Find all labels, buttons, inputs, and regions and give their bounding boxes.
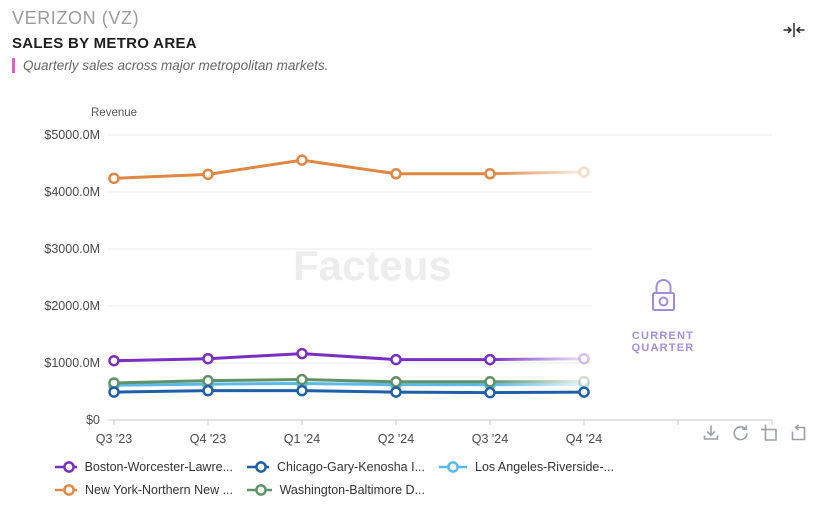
data-point bbox=[296, 347, 308, 360]
series-1 bbox=[108, 384, 590, 399]
legend-marker-icon bbox=[247, 484, 272, 496]
add-box-icon[interactable] bbox=[758, 423, 779, 446]
data-point bbox=[108, 377, 120, 389]
data-point bbox=[108, 172, 120, 185]
data-point bbox=[202, 374, 214, 387]
legend-label: New York-Northern New ... bbox=[85, 483, 233, 497]
undo-box-icon[interactable] bbox=[787, 423, 808, 446]
data-point bbox=[484, 386, 496, 399]
legend-item-2[interactable]: Los Angeles-Riverside-... bbox=[439, 458, 617, 476]
y-tick-label: $4000.0M bbox=[44, 185, 100, 199]
legend-marker-icon bbox=[55, 461, 77, 473]
y-tick-label: $2000.0M bbox=[44, 299, 100, 313]
revenue-line-chart[interactable]: $5000.0M $4000.0M $3000.0M $2000.0M $1000.0M… bbox=[0, 100, 824, 452]
data-point bbox=[484, 168, 496, 180]
series-0 bbox=[108, 347, 590, 367]
data-point bbox=[108, 386, 120, 398]
data-point bbox=[390, 376, 402, 388]
current-quarter-overlay: CURRENT QUARTER bbox=[608, 274, 718, 354]
series-4 bbox=[108, 373, 590, 389]
data-point bbox=[578, 166, 590, 178]
legend-label: Boston-Worcester-Lawre... bbox=[84, 460, 233, 474]
legend-marker-icon bbox=[247, 461, 269, 473]
subtitle-row: Quarterly sales across major metropolita… bbox=[12, 58, 328, 73]
page-subtitle: Quarterly sales across major metropolita… bbox=[23, 58, 329, 73]
x-tick-label: Q4 '23 bbox=[190, 432, 226, 446]
refresh-icon[interactable] bbox=[729, 423, 750, 446]
download-icon[interactable] bbox=[700, 423, 721, 446]
data-point bbox=[202, 384, 214, 397]
data-point bbox=[390, 168, 402, 180]
current-quarter-label: CURRENT QUARTER bbox=[631, 330, 695, 354]
legend-item-0[interactable]: Boston-Worcester-Lawre... bbox=[55, 458, 233, 476]
data-point bbox=[578, 386, 590, 398]
x-tick-label: Q2 '24 bbox=[378, 432, 414, 446]
legend-item-3[interactable]: New York-Northern New ... bbox=[55, 481, 233, 499]
x-tick-label: Q3 '24 bbox=[472, 432, 508, 446]
y-tick-label: $3000.0M bbox=[44, 242, 100, 256]
data-point bbox=[202, 168, 214, 181]
chart-toolbar bbox=[700, 423, 808, 446]
y-axis-title: Revenue bbox=[91, 107, 138, 119]
data-point bbox=[390, 353, 402, 366]
collapse-horizontal-icon[interactable] bbox=[782, 21, 806, 39]
legend-label: Chicago-Gary-Kenosha I... bbox=[277, 460, 425, 474]
data-point bbox=[578, 352, 590, 365]
data-point bbox=[484, 353, 496, 366]
watermark: Facteus bbox=[293, 242, 452, 289]
legend-label: Washington-Baltimore D... bbox=[279, 483, 425, 497]
data-point bbox=[296, 384, 308, 397]
x-tick-label: Q4 '24 bbox=[566, 432, 602, 446]
data-point bbox=[202, 352, 214, 365]
data-point bbox=[484, 376, 496, 388]
legend-item-4[interactable]: Washington-Baltimore D... bbox=[247, 481, 425, 499]
company-ticker: VERIZON (VZ) bbox=[12, 8, 140, 28]
subtitle-accent-bar bbox=[12, 58, 15, 73]
legend-label: Los Angeles-Riverside-... bbox=[475, 460, 614, 474]
x-tick-label: Q1 '24 bbox=[284, 432, 320, 446]
legend-item-1[interactable]: Chicago-Gary-Kenosha I... bbox=[247, 458, 425, 476]
data-point bbox=[296, 154, 308, 166]
x-tick-label: Q3 '23 bbox=[96, 432, 132, 446]
data-point bbox=[108, 354, 120, 367]
y-tick-label: $1000.0M bbox=[44, 356, 100, 370]
chart-legend: Boston-Worcester-Lawre... Chicago-Gary-Ke… bbox=[55, 458, 807, 499]
lock-icon bbox=[651, 279, 675, 311]
y-tick-label: $0 bbox=[86, 413, 100, 427]
page-title: SALES BY METRO AREA bbox=[12, 35, 197, 52]
data-point bbox=[296, 373, 308, 386]
data-point bbox=[578, 375, 590, 388]
series-3 bbox=[108, 154, 590, 185]
data-point bbox=[390, 386, 402, 398]
legend-marker-icon bbox=[55, 484, 78, 496]
legend-marker-icon bbox=[439, 461, 467, 473]
y-tick-label: $5000.0M bbox=[44, 128, 100, 142]
